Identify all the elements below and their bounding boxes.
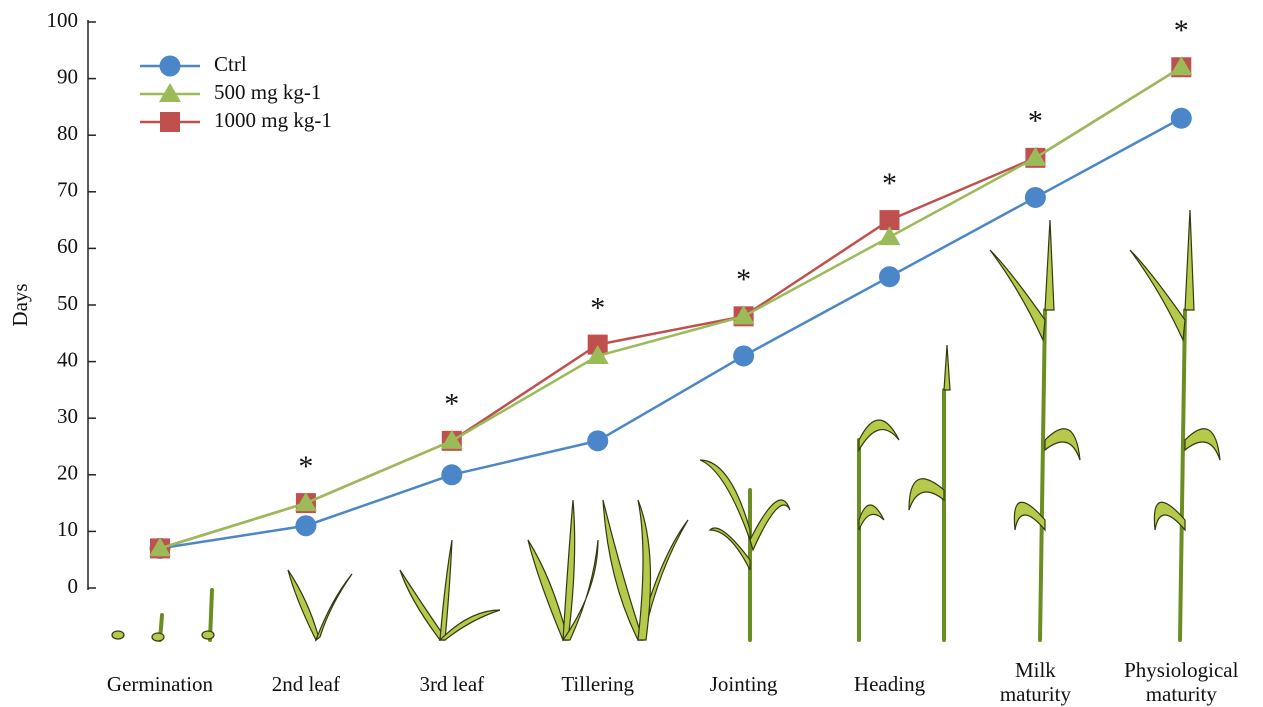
y-tick-label: 60 [57,234,78,258]
point [733,345,754,366]
chart: Days 0 10 20 30 40 50 60 70 80 90 100 Germination 2n… [0,0,1263,707]
legend-marker [160,112,180,132]
x-tick-label: 3rd leaf [419,672,484,696]
y-tick-label: 90 [57,64,78,88]
x-tick-label: Jointing [710,672,778,696]
point [1025,187,1046,208]
y-tick-label: 40 [57,347,78,371]
x-tick-label: 2nd leaf [272,672,340,696]
x-tick-label: Heading [854,672,926,696]
plant-illustrations [112,210,1220,641]
significance-mark: * [590,292,605,325]
y-tick-label: 100 [47,8,79,32]
point [587,430,608,451]
legend-label: 1000 mg kg-1 [214,108,332,132]
y-axis-label: Days [8,283,32,326]
y-tick-label: 30 [57,404,78,428]
legend-label: Ctrl [214,52,247,76]
legend-label: 500 mg kg-1 [214,80,321,104]
significance-mark: * [298,450,313,483]
y-tick-label: 10 [57,517,78,541]
x-tick-label: Germination [107,672,214,696]
legend-marker [159,83,181,102]
y-tick-label: 0 [68,574,79,598]
series-line [160,118,1181,548]
significance-mark: * [882,167,897,200]
x-tick-label: Tillering [561,672,634,696]
y-tick-label: 70 [57,178,78,202]
significance-mark: * [444,388,459,421]
y-tick-label: 80 [57,121,78,145]
y-tick-label: 20 [57,461,78,485]
point [295,515,316,536]
significance-mark: * [1174,14,1189,47]
significance-mark: * [736,263,751,296]
y-tick-label: 50 [57,291,78,315]
point [1171,108,1192,129]
legend-marker [160,56,181,77]
point [441,464,462,485]
point [879,266,900,287]
significance-mark: * [1028,105,1043,138]
